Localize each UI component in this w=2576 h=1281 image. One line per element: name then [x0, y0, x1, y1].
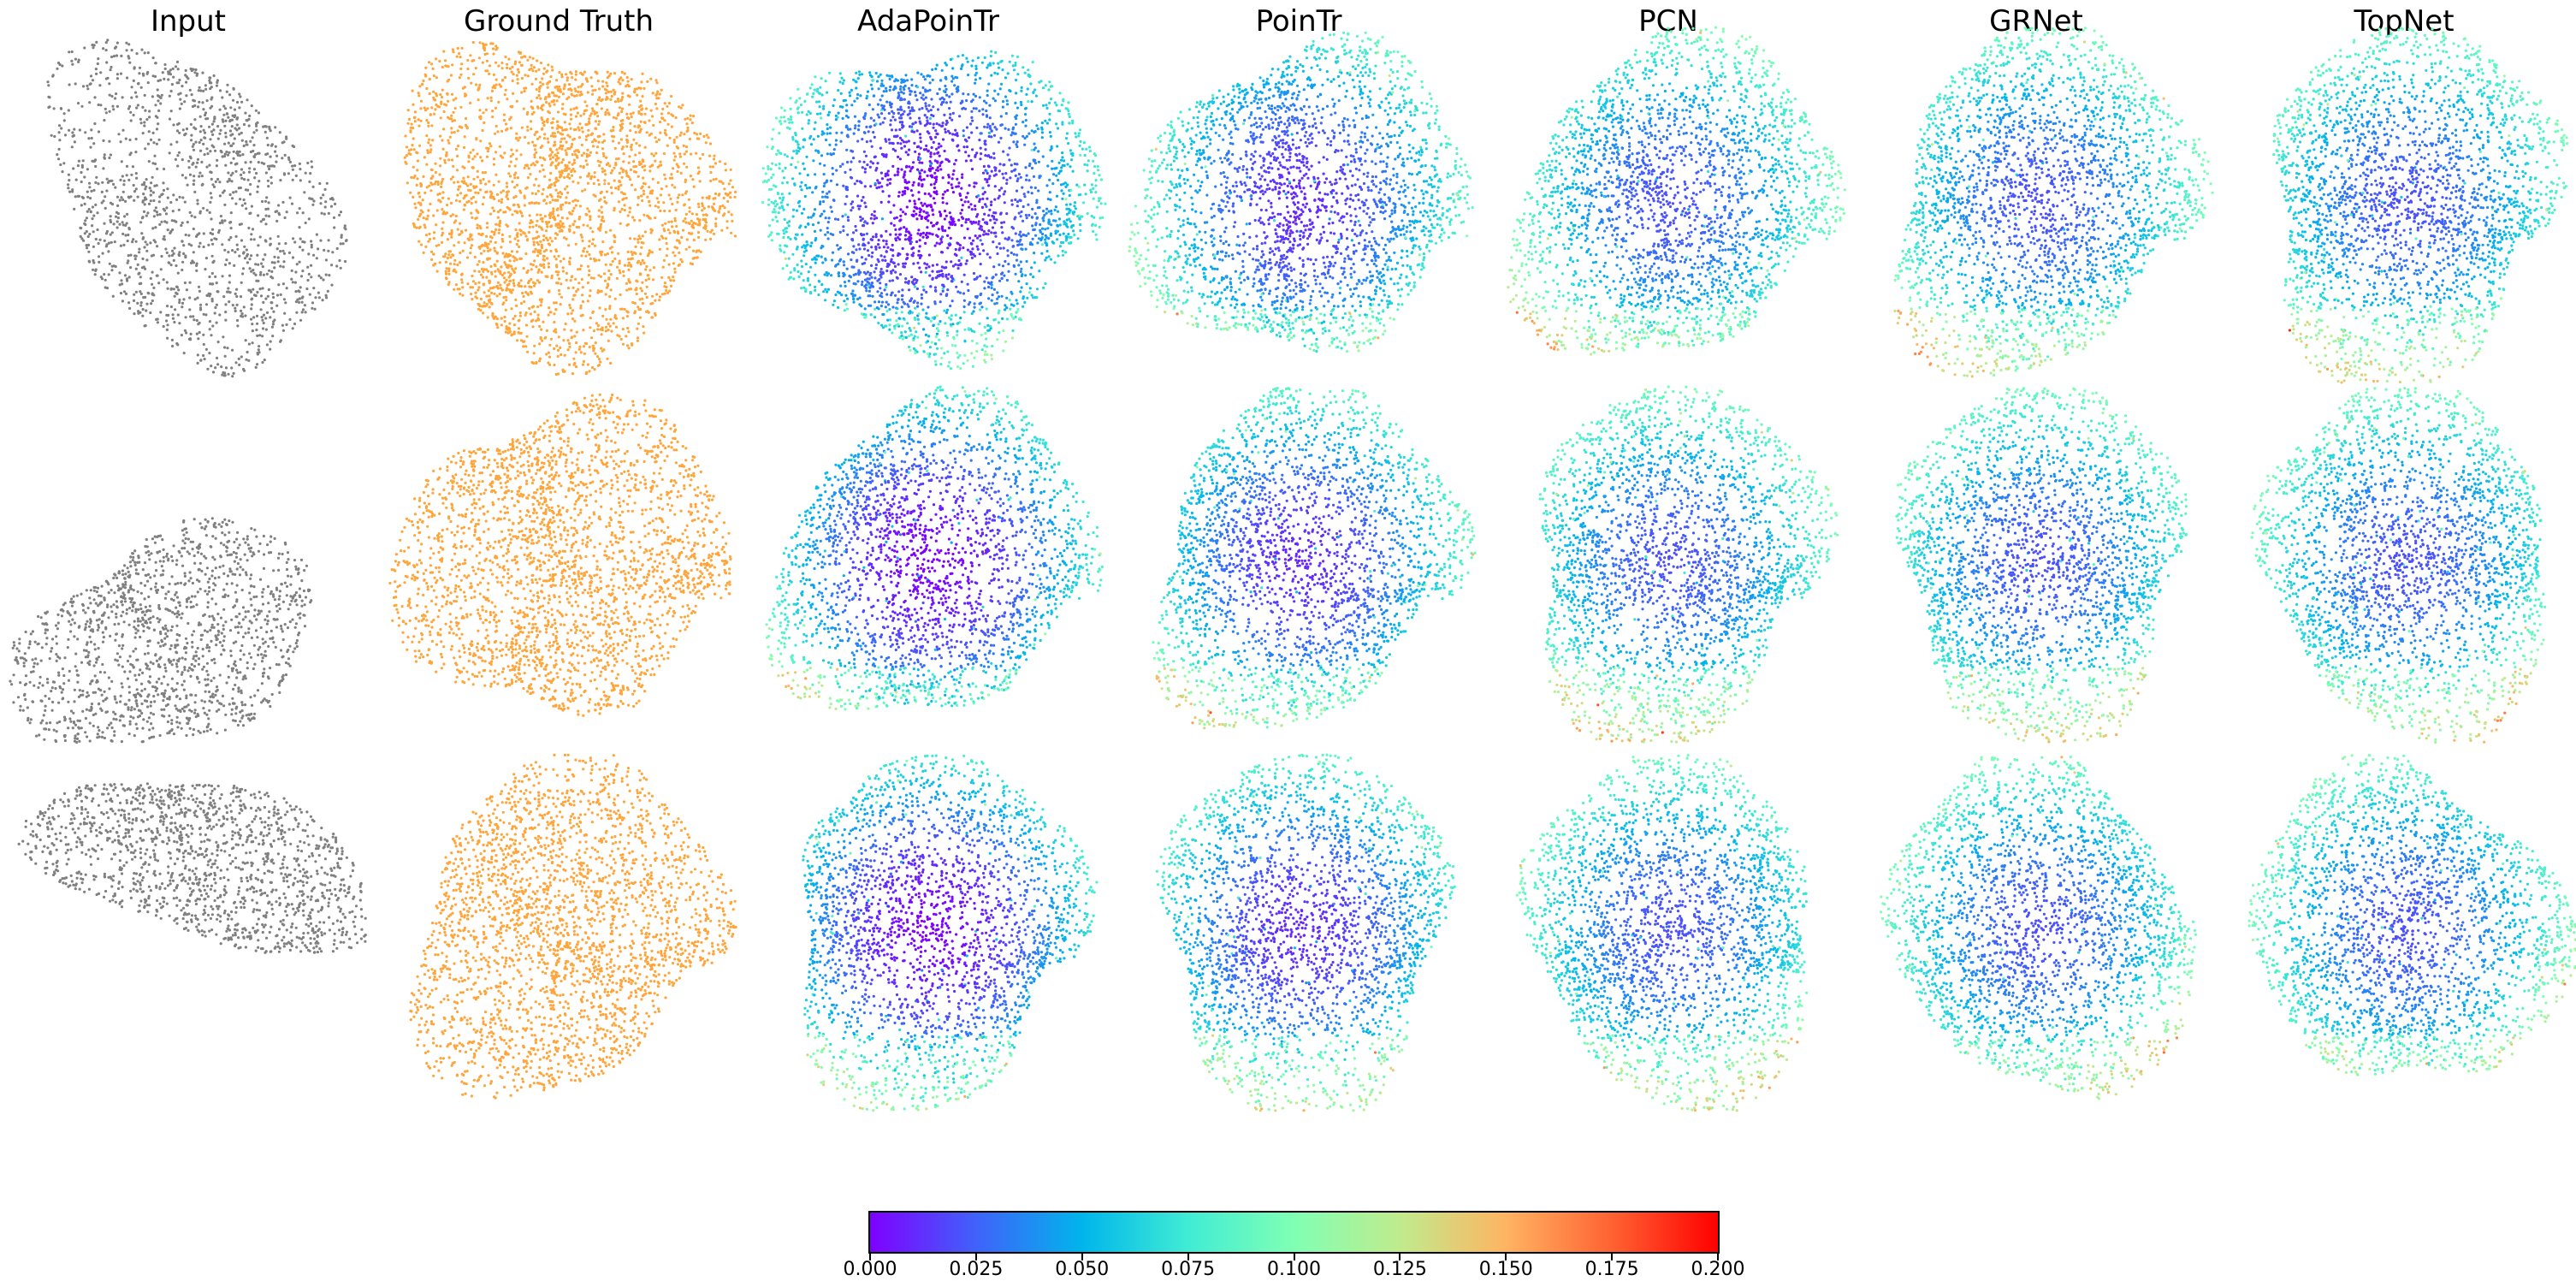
point-cloud-input-row-2 — [9, 385, 368, 744]
colorbar-tick-mark — [869, 1254, 871, 1260]
point-cloud-plot — [409, 753, 737, 1100]
colorbar-tick-mark — [1505, 1254, 1507, 1260]
point-cloud-plot — [388, 393, 732, 717]
column-title-pcn: PCN — [1489, 2, 1848, 41]
point-cloud-plot — [1152, 387, 1477, 730]
point-cloud-plot — [1507, 26, 1846, 356]
point-cloud-plot — [802, 754, 1099, 1112]
colorbar-tick-mark — [974, 1254, 977, 1260]
colorbar-tick-mark — [1081, 1254, 1083, 1260]
column-title-adapointr: AdaPoinTr — [749, 2, 1108, 41]
point-cloud-plot — [1155, 753, 1456, 1112]
error-colorbar — [868, 1211, 1720, 1254]
point-cloud-plot — [761, 50, 1107, 371]
column-title-grnet: GRNet — [1856, 2, 2216, 41]
column-title-pointr: PoinTr — [1119, 2, 1478, 41]
point-cloud-plot — [403, 40, 737, 377]
column-title-input: Input — [9, 2, 368, 41]
point-cloud-grnet-row-3 — [1856, 753, 2216, 1112]
point-cloud-plot — [2250, 387, 2547, 744]
colorbar-tick-mark — [1611, 1254, 1614, 1260]
colorbar-tick-label: 0.025 — [925, 1260, 1027, 1280]
point-cloud-plot — [765, 385, 1104, 711]
point-cloud-adapointr-row-2 — [749, 385, 1108, 744]
colorbar-tick-label: 0.175 — [1560, 1260, 1663, 1280]
colorbar-tick-label: 0.200 — [1667, 1260, 1769, 1280]
point-cloud-plot — [2272, 27, 2569, 384]
point-cloud-plot — [1895, 387, 2188, 744]
point-cloud-ground-truth-row-3 — [379, 753, 738, 1112]
point-cloud-plot — [46, 39, 348, 378]
column-title-ground-truth: Ground Truth — [379, 2, 738, 41]
point-cloud-input-row-3 — [9, 753, 368, 1112]
point-cloud-grnet-row-1 — [1856, 26, 2216, 385]
colorbar-tick-mark — [1399, 1254, 1401, 1260]
point-cloud-pcn-row-1 — [1489, 26, 1848, 385]
column-title-topnet: TopNet — [2224, 2, 2576, 41]
point-cloud-input-row-1 — [9, 26, 368, 385]
point-cloud-topnet-row-1 — [2224, 26, 2576, 385]
colorbar-tick-label: 0.100 — [1243, 1260, 1346, 1280]
point-cloud-ground-truth-row-2 — [379, 385, 738, 744]
colorbar-tick-mark — [1717, 1254, 1719, 1260]
colorbar-tick-label: 0.150 — [1454, 1260, 1557, 1280]
point-cloud-pointr-row-3 — [1119, 753, 1478, 1112]
point-cloud-plot — [1879, 756, 2197, 1100]
point-cloud-plot — [1538, 385, 1839, 744]
colorbar-tick-label: 0.125 — [1348, 1260, 1451, 1280]
colorbar-tick-mark — [1293, 1254, 1295, 1260]
point-cloud-plot — [1515, 754, 1809, 1112]
point-cloud-ground-truth-row-1 — [379, 26, 738, 385]
point-cloud-plot — [2247, 753, 2576, 1076]
point-cloud-topnet-row-3 — [2224, 753, 2576, 1112]
point-cloud-topnet-row-2 — [2224, 385, 2576, 744]
point-cloud-pointr-row-2 — [1119, 385, 1478, 744]
point-cloud-adapointr-row-1 — [749, 26, 1108, 385]
point-cloud-plot — [9, 517, 313, 744]
point-cloud-pcn-row-2 — [1489, 385, 1848, 744]
point-cloud-pointr-row-1 — [1119, 26, 1478, 385]
point-cloud-grnet-row-2 — [1856, 385, 2216, 744]
colorbar-tick-label: 0.050 — [1031, 1260, 1134, 1280]
point-cloud-adapointr-row-3 — [749, 753, 1108, 1112]
colorbar-tick-label: 0.075 — [1137, 1260, 1240, 1280]
point-cloud-plot — [1893, 26, 2214, 378]
point-cloud-plot — [17, 782, 367, 954]
colorbar-tick-label: 0.000 — [819, 1260, 921, 1280]
colorbar-tick-mark — [1187, 1254, 1189, 1260]
point-cloud-pcn-row-3 — [1489, 753, 1848, 1112]
point-cloud-plot — [1128, 31, 1474, 353]
